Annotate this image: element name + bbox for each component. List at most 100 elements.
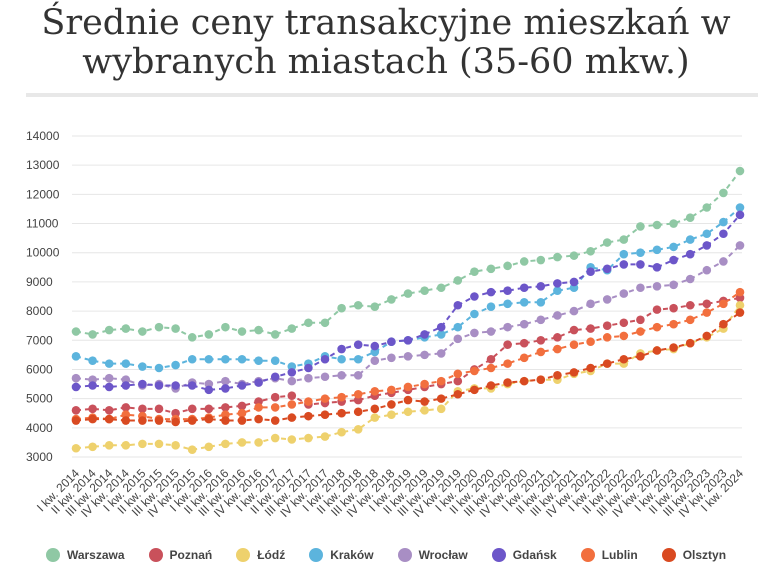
- data-point[interactable]: [71, 443, 81, 453]
- data-point[interactable]: [619, 354, 629, 364]
- data-point[interactable]: [453, 322, 463, 332]
- data-point[interactable]: [420, 286, 429, 295]
- data-point[interactable]: [569, 368, 579, 377]
- data-point[interactable]: [669, 303, 678, 313]
- data-point[interactable]: [569, 306, 579, 316]
- data-point[interactable]: [154, 363, 164, 373]
- data-point[interactable]: [270, 392, 280, 402]
- data-point[interactable]: [619, 331, 629, 341]
- data-point[interactable]: [104, 406, 114, 415]
- data-point[interactable]: [138, 416, 147, 425]
- data-point[interactable]: [204, 414, 214, 424]
- data-point[interactable]: [536, 298, 546, 307]
- data-point[interactable]: [436, 376, 446, 386]
- data-point[interactable]: [154, 416, 164, 425]
- data-point[interactable]: [370, 413, 380, 422]
- data-point[interactable]: [287, 400, 297, 409]
- data-point[interactable]: [519, 376, 529, 386]
- data-point[interactable]: [420, 330, 429, 339]
- data-point[interactable]: [719, 257, 728, 266]
- data-point[interactable]: [287, 324, 297, 333]
- data-point[interactable]: [254, 356, 263, 366]
- data-point[interactable]: [602, 264, 612, 274]
- data-point[interactable]: [287, 413, 297, 422]
- data-point[interactable]: [104, 373, 114, 383]
- data-point[interactable]: [619, 249, 629, 259]
- data-point[interactable]: [138, 327, 147, 336]
- data-point[interactable]: [171, 324, 180, 333]
- data-point[interactable]: [254, 325, 263, 335]
- data-point[interactable]: [171, 441, 180, 450]
- data-point[interactable]: [436, 283, 446, 293]
- data-point[interactable]: [403, 407, 413, 417]
- data-point[interactable]: [619, 235, 629, 244]
- data-point[interactable]: [187, 416, 197, 425]
- data-point[interactable]: [104, 414, 114, 424]
- data-point[interactable]: [353, 407, 363, 417]
- data-point[interactable]: [337, 344, 346, 354]
- data-point[interactable]: [586, 337, 595, 347]
- data-point[interactable]: [602, 295, 612, 304]
- data-point[interactable]: [602, 333, 612, 342]
- data-point[interactable]: [569, 251, 579, 260]
- data-point[interactable]: [519, 319, 529, 329]
- legend-item[interactable]: Łódź: [236, 548, 285, 562]
- data-point[interactable]: [71, 382, 81, 392]
- data-point[interactable]: [237, 416, 247, 425]
- data-point[interactable]: [453, 369, 463, 379]
- data-point[interactable]: [387, 400, 396, 409]
- data-point[interactable]: [503, 322, 512, 332]
- data-point[interactable]: [470, 267, 479, 276]
- data-point[interactable]: [387, 410, 396, 419]
- data-point[interactable]: [702, 331, 712, 341]
- data-point[interactable]: [536, 281, 546, 291]
- data-point[interactable]: [320, 354, 330, 364]
- data-point[interactable]: [553, 286, 562, 295]
- data-point[interactable]: [320, 394, 330, 403]
- data-point[interactable]: [121, 416, 131, 425]
- data-point[interactable]: [536, 255, 546, 265]
- data-point[interactable]: [171, 360, 180, 370]
- data-point[interactable]: [221, 439, 230, 449]
- data-point[interactable]: [553, 333, 562, 342]
- data-point[interactable]: [71, 327, 81, 336]
- data-point[interactable]: [503, 359, 512, 368]
- data-point[interactable]: [436, 394, 446, 403]
- data-point[interactable]: [204, 354, 214, 364]
- data-point[interactable]: [636, 352, 645, 361]
- data-point[interactable]: [237, 438, 247, 447]
- data-point[interactable]: [187, 404, 197, 414]
- data-point[interactable]: [486, 363, 496, 373]
- data-point[interactable]: [503, 299, 512, 309]
- data-point[interactable]: [121, 403, 131, 412]
- data-point[interactable]: [702, 308, 712, 317]
- data-point[interactable]: [121, 381, 131, 390]
- data-point[interactable]: [370, 387, 380, 396]
- data-point[interactable]: [453, 376, 463, 386]
- data-point[interactable]: [652, 263, 662, 272]
- data-point[interactable]: [370, 341, 380, 351]
- data-point[interactable]: [221, 322, 230, 332]
- data-point[interactable]: [719, 299, 728, 309]
- data-point[interactable]: [719, 319, 728, 329]
- data-point[interactable]: [403, 335, 413, 345]
- legend-item[interactable]: Kraków: [309, 548, 374, 562]
- data-point[interactable]: [420, 350, 429, 360]
- data-point[interactable]: [337, 427, 346, 437]
- data-point[interactable]: [652, 281, 662, 291]
- data-point[interactable]: [320, 372, 330, 382]
- data-point[interactable]: [287, 368, 297, 377]
- data-point[interactable]: [221, 416, 230, 425]
- data-point[interactable]: [685, 338, 695, 348]
- data-point[interactable]: [304, 433, 313, 443]
- data-point[interactable]: [237, 354, 247, 364]
- data-point[interactable]: [685, 274, 695, 284]
- data-point[interactable]: [387, 337, 396, 347]
- data-point[interactable]: [553, 344, 562, 354]
- data-point[interactable]: [652, 346, 662, 355]
- data-point[interactable]: [486, 327, 496, 336]
- data-point[interactable]: [503, 378, 512, 387]
- data-point[interactable]: [486, 287, 496, 297]
- data-point[interactable]: [586, 267, 595, 276]
- data-point[interactable]: [702, 229, 712, 239]
